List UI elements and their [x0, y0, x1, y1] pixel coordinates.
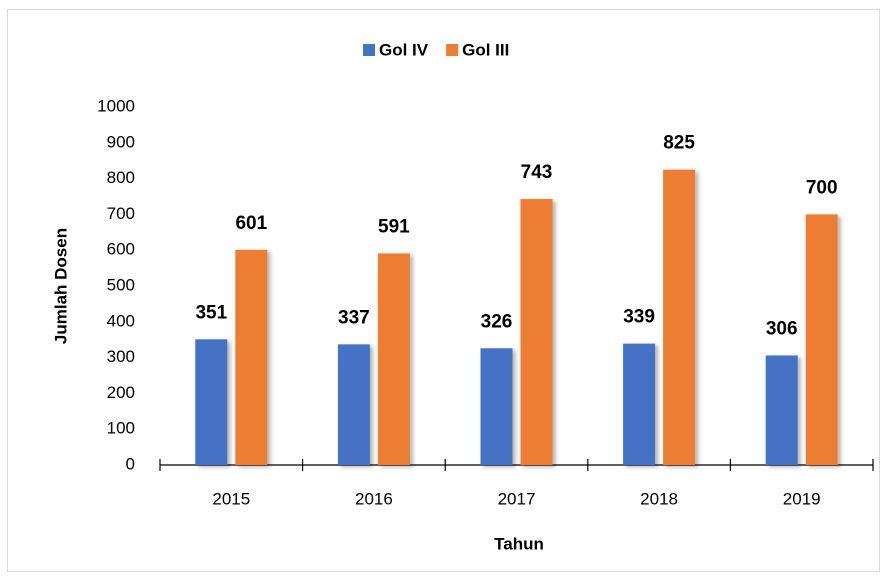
legend-label: Gol III — [462, 40, 509, 59]
data-label: 825 — [663, 133, 695, 154]
x-tick-label: 2019 — [783, 489, 821, 508]
data-label: 326 — [481, 311, 513, 332]
data-label: 306 — [766, 318, 798, 339]
y-tick-label: 800 — [107, 168, 135, 187]
bar — [623, 343, 656, 465]
y-tick-label: 700 — [107, 204, 135, 223]
y-tick-label: 1000 — [97, 96, 135, 115]
bar — [377, 253, 410, 465]
y-tick-label: 0 — [126, 454, 135, 473]
data-label: 591 — [378, 216, 410, 237]
y-tick-label: 600 — [107, 240, 135, 259]
bar — [663, 169, 696, 465]
x-tick-label: 2018 — [640, 489, 678, 508]
data-label: 339 — [623, 307, 655, 328]
bar — [480, 348, 513, 465]
data-label: 601 — [235, 213, 267, 234]
y-tick-label: 300 — [107, 347, 135, 366]
bar — [765, 355, 798, 465]
x-tick-label: 2017 — [498, 489, 536, 508]
legend-swatch — [363, 44, 375, 56]
y-axis-title: Jumlah Dosen — [51, 228, 70, 344]
bar — [235, 249, 268, 465]
y-tick-label: 500 — [107, 275, 135, 294]
chart-border — [7, 9, 880, 572]
data-label: 351 — [195, 302, 227, 323]
bar — [337, 344, 370, 465]
legend-label: Gol IV — [379, 40, 429, 59]
bar — [520, 199, 553, 466]
x-tick-label: 2016 — [355, 489, 393, 508]
data-label: 743 — [521, 162, 553, 183]
x-axis-title: Tahun — [494, 534, 544, 553]
data-label: 337 — [338, 307, 370, 328]
bar — [195, 339, 228, 465]
y-tick-label: 900 — [107, 132, 135, 151]
y-tick-label: 200 — [107, 383, 135, 402]
y-tick-label: 100 — [107, 419, 135, 438]
legend-swatch — [446, 44, 459, 56]
x-tick-label: 2015 — [212, 489, 250, 508]
y-tick-label: 400 — [107, 311, 135, 330]
bar — [805, 214, 838, 465]
data-label: 700 — [806, 177, 838, 198]
